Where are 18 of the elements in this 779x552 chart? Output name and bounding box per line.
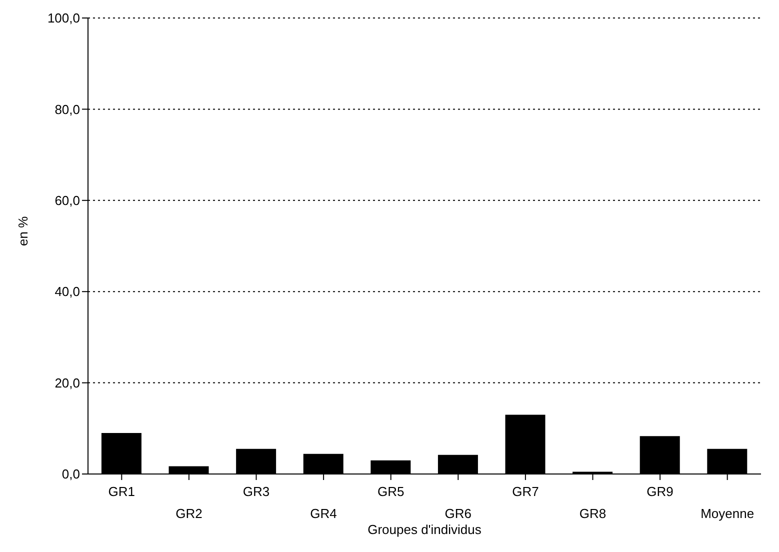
x-tick-label: GR6 [444, 506, 472, 521]
y-tick-label: 0,0 [62, 466, 80, 482]
x-tick-label: GR7 [512, 484, 539, 499]
x-tick-label: Moyenne [700, 506, 754, 521]
x-tick-label: GR8 [579, 506, 606, 521]
y-tick-label: 20,0 [54, 375, 80, 390]
x-tick-label: GR9 [646, 484, 674, 499]
x-tick-label: GR4 [310, 506, 337, 521]
y-tick-label: 80,0 [54, 102, 80, 117]
x-axis-title: Groupes d'individus [368, 522, 482, 537]
x-tick-label: GR5 [377, 484, 404, 499]
x-tick-label: GR3 [242, 484, 270, 499]
y-tick-label: 40,0 [54, 284, 80, 300]
x-tick-label: GR2 [176, 506, 202, 521]
y-tick-label: 60,0 [54, 193, 80, 208]
x-tick-label: GR1 [108, 484, 136, 499]
y-tick-label: 100,0 [47, 10, 80, 26]
y-axis-title: en % [16, 216, 31, 246]
